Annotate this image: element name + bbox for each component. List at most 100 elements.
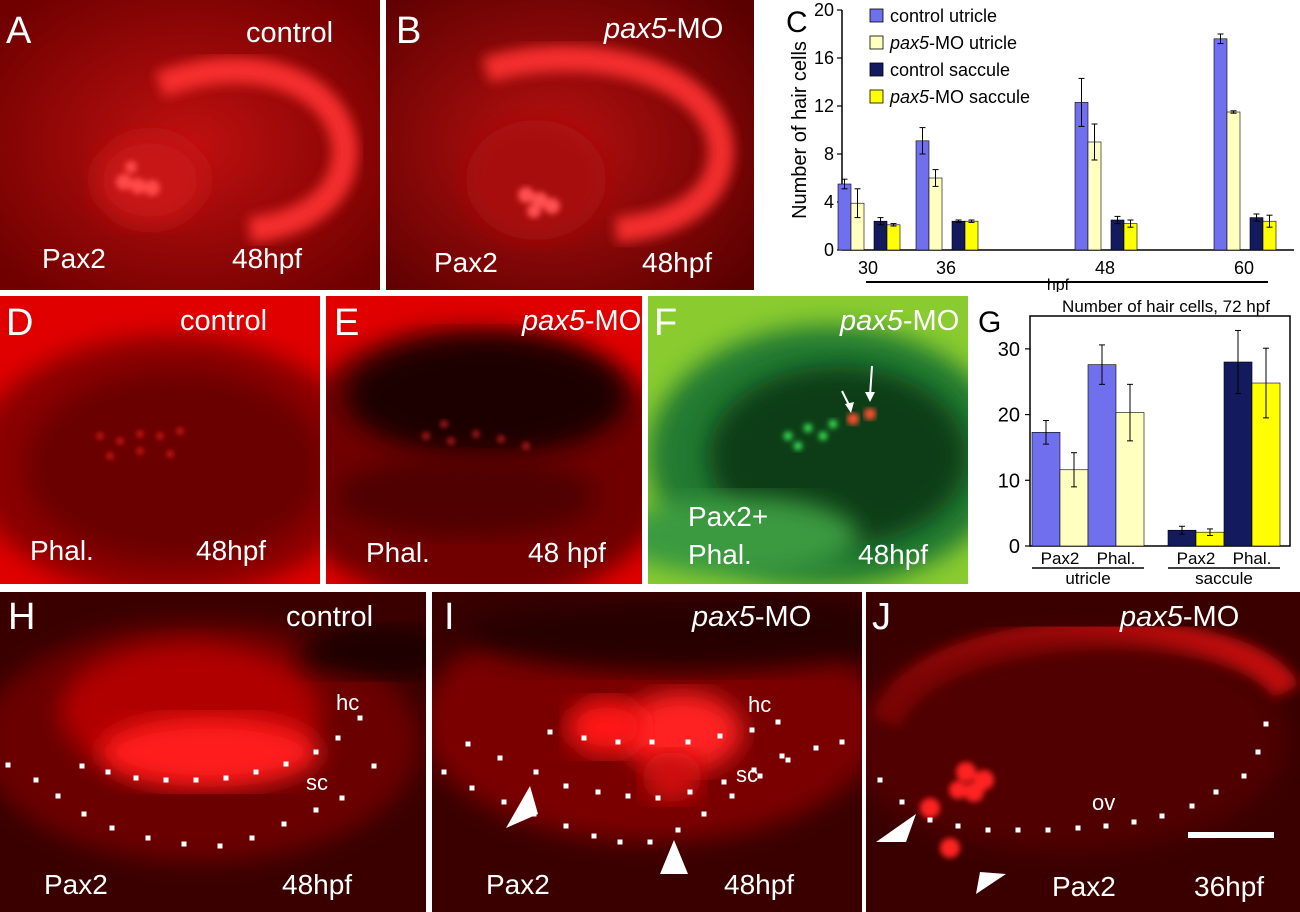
- stain-label-line1: Pax2+: [688, 501, 769, 532]
- condition-label: pax5-MO: [692, 602, 811, 632]
- boundary-dot: [469, 785, 475, 791]
- time-label: 48hpf: [282, 869, 353, 900]
- panel-c-chart: 0 4 8 12 16 20 Number of hair cells 30 36 48 60 hpf…: [758, 0, 1300, 292]
- x-sub-label: Pax2: [1177, 549, 1216, 568]
- legend-swatch: [869, 35, 884, 50]
- chart-g-svg: 0 10 20 30 Number of hair cells, 72 hpf Pax2 P…: [978, 297, 1291, 586]
- boundary-dot: [145, 835, 151, 841]
- boundary-dot: [615, 739, 621, 745]
- bar: [964, 220, 979, 251]
- condition-suffix: -MO: [666, 13, 724, 45]
- boundary-dot: [687, 789, 693, 795]
- y-tick-label: 30: [998, 339, 1020, 361]
- boundary-dot: [581, 735, 587, 741]
- plot-frame: [1029, 315, 1291, 547]
- legend-swatch: [869, 62, 884, 77]
- boundary-dot: [223, 775, 229, 781]
- y-tick-label: 10: [998, 470, 1020, 492]
- boundary-dot: [1213, 789, 1219, 795]
- legend-swatch: [869, 89, 884, 104]
- gene-italic: pax5: [522, 305, 585, 337]
- boundary-dot: [749, 727, 755, 733]
- x-tick-label: 36: [936, 258, 956, 278]
- bar: [915, 140, 930, 251]
- x-group-label: saccule: [1195, 569, 1253, 586]
- hc-label: hc: [336, 690, 360, 715]
- boundary-dot: [501, 799, 507, 805]
- condition-suffix: -MO: [1182, 601, 1240, 633]
- chart-title: Number of hair cells, 72 hpf: [1062, 297, 1270, 316]
- boundary-dot: [1015, 827, 1021, 833]
- time-label: 48hpf: [642, 247, 713, 278]
- boundary-dot: [1045, 827, 1051, 833]
- boundary-dot: [283, 761, 289, 767]
- boundary-dot: [563, 823, 569, 829]
- time-label: 48 hpf: [528, 537, 606, 568]
- condition-suffix: -MO: [754, 601, 812, 633]
- panel-i: I pax5-MO hc sc Pax2 48hpf: [432, 592, 862, 912]
- panel-letter: A: [6, 10, 32, 52]
- legend-label: pax5-MO saccule: [889, 87, 1030, 107]
- time-label: 48hpf: [196, 535, 267, 566]
- boundary-dot: [717, 733, 723, 739]
- time-label: 48hpf: [724, 869, 795, 900]
- boundary-dot: [335, 735, 341, 741]
- boundary-dot: [249, 835, 255, 841]
- stain-label: Pax2: [44, 869, 108, 900]
- boundary-dot: [1241, 773, 1247, 779]
- boundary-dot: [649, 739, 655, 745]
- gene-italic: pax5: [1120, 601, 1183, 633]
- boundary-dot: [675, 827, 681, 833]
- boundary-dot: [1131, 819, 1137, 825]
- condition-label: control: [246, 17, 334, 49]
- panel-letter: G: [978, 306, 1001, 339]
- panel-letter: I: [444, 596, 455, 638]
- boundary-dot: [779, 753, 785, 759]
- boundary-dot: [371, 763, 377, 769]
- condition-label: pax5-MO: [604, 14, 723, 44]
- legend-swatch: [869, 8, 884, 23]
- bar: [873, 220, 888, 251]
- legend-label: pax5-MO utricle: [889, 33, 1017, 53]
- boundary-dot: [547, 729, 553, 735]
- boundary-dot: [877, 777, 883, 783]
- panel-b-image: [386, 0, 754, 290]
- bar: [1110, 219, 1125, 251]
- panel-j: J pax5-MO ov Pax2 36hpf: [866, 592, 1300, 912]
- boundary-dot: [181, 841, 187, 847]
- stain-label: Pax2: [42, 243, 106, 274]
- boundary-dot: [757, 773, 763, 779]
- boundary-dot: [441, 769, 447, 775]
- boundary-dot: [33, 777, 39, 783]
- boundary-dot: [591, 833, 597, 839]
- boundary-dot: [785, 757, 791, 763]
- bar: [837, 183, 852, 251]
- panel-letter: J: [872, 596, 891, 638]
- boundary-dot: [955, 823, 961, 829]
- panel-d-image: [0, 296, 320, 584]
- x-axis-label: hpf: [1047, 277, 1070, 292]
- boundary-dot: [339, 795, 345, 801]
- y-tick-label: 4: [824, 192, 834, 212]
- panel-g-chart: 0 10 20 30 Number of hair cells, 72 hpf Pax2 P…: [972, 296, 1300, 586]
- hc-label: hc: [748, 692, 772, 717]
- x-sub-label: Phal.: [1233, 549, 1272, 568]
- panel-j-image: [866, 592, 1300, 912]
- boundary-dot: [497, 755, 503, 761]
- panel-h: H control hc sc Pax2 48hpf: [0, 592, 426, 912]
- panel-a: A control Pax2 48hpf: [0, 0, 380, 290]
- cell-boundary-dots: [877, 721, 1269, 833]
- boundary-dot: [1255, 749, 1261, 755]
- boundary-dot: [313, 749, 319, 755]
- panel-e: E pax5-MO Phal. 48 hpf: [326, 296, 642, 584]
- panel-f-image: [648, 296, 968, 584]
- bar: [1226, 111, 1241, 251]
- panel-letter: E: [334, 302, 360, 344]
- bar: [928, 177, 943, 251]
- panel-a-image: [0, 0, 380, 290]
- boundary-dot: [81, 811, 87, 817]
- boundary-dot: [685, 739, 691, 745]
- boundary-dot: [813, 745, 819, 751]
- y-tick-label: 16: [814, 48, 834, 68]
- boundary-dot: [253, 769, 259, 775]
